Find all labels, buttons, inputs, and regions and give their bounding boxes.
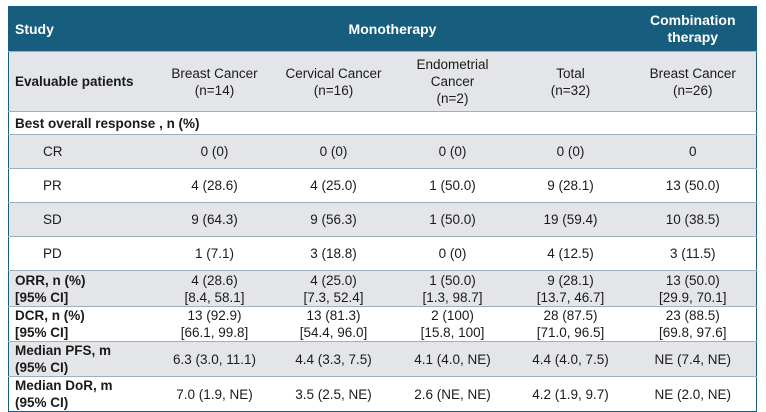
metric-cell: 2 (100) [15.8, 100] — [393, 306, 512, 342]
response-label: PR — [8, 168, 156, 203]
metric-cell: 2.6 (NE, NE) — [393, 376, 512, 412]
response-cell: 4 (12.5) — [511, 236, 630, 271]
metric-row: Median PFS, m (95% CI) 6.3 (3.0, 11.1) 4.4 … — [8, 341, 757, 377]
evaluable-cell: Total (n=32) — [511, 51, 630, 112]
response-cell: 10 (38.5) — [629, 202, 757, 237]
response-label: PD — [8, 236, 156, 271]
response-row: PR 4 (28.6) 4 (25.0) 1 (50.0) 9 (28.1) 13 (50… — [8, 168, 757, 203]
monotherapy-header: Monotherapy — [155, 6, 630, 52]
response-cell: 0 (0) — [511, 134, 630, 169]
response-cell: 0 — [629, 134, 757, 169]
response-row: SD 9 (64.3) 9 (56.3) 1 (50.0) 19 (59.4) 10 (3… — [8, 202, 757, 237]
metric-label: Median DoR, m (95% CI) — [8, 376, 156, 412]
metric-label: Median PFS, m (95% CI) — [8, 341, 156, 377]
metric-cell: 9 (28.1) [13.7, 46.7] — [511, 270, 630, 307]
metric-cell: 6.3 (3.0, 11.1) — [155, 341, 274, 377]
metric-cell: 4.2 (1.9, 9.7) — [511, 376, 630, 412]
response-cell: 13 (50.0) — [629, 168, 757, 203]
metric-cell: 4.4 (3.3, 7.5) — [273, 341, 394, 377]
metric-cell: 4 (28.6) [8.4, 58.1] — [155, 270, 274, 307]
metric-cell: 23 (88.5) [69.8, 97.6] — [629, 306, 757, 342]
metric-cell: 1 (50.0) [1.3, 98.7] — [393, 270, 512, 307]
response-cell: 4 (25.0) — [273, 168, 394, 203]
response-cell: 19 (59.4) — [511, 202, 630, 237]
metric-cell: 13 (50.0) [29.9, 70.1] — [629, 270, 757, 307]
evaluable-cell: Cervical Cancer (n=16) — [273, 51, 394, 112]
response-cell: 3 (18.8) — [273, 236, 394, 271]
metric-cell: 4 (25.0) [7.3, 52.4] — [273, 270, 394, 307]
evaluable-cell: Endometrial Cancer (n=2) — [393, 51, 512, 112]
metric-cell: 28 (87.5) [71.0, 96.5] — [511, 306, 630, 342]
response-row: CR 0 (0) 0 (0) 0 (0) 0 (0) 0 — [8, 134, 757, 169]
response-cell: 1 (7.1) — [155, 236, 274, 271]
results-table: Study Monotherapy Combination therapy Eva… — [8, 6, 757, 412]
header-row: Study Monotherapy Combination therapy — [8, 6, 757, 52]
best-overall-row: Best overall response , n (%) — [8, 111, 757, 135]
evaluable-cell: Breast Cancer (n=14) — [155, 51, 274, 112]
response-cell: 0 (0) — [273, 134, 394, 169]
study-header: Study — [8, 6, 156, 52]
metric-cell: 4.4 (4.0, 7.5) — [511, 341, 630, 377]
response-cell: 9 (56.3) — [273, 202, 394, 237]
response-cell: 0 (0) — [155, 134, 274, 169]
metric-cell: 3.5 (2.5, NE) — [273, 376, 394, 412]
evaluable-row: Evaluable patients Breast Cancer (n=14) Ce… — [8, 51, 757, 112]
response-cell: 3 (11.5) — [629, 236, 757, 271]
metric-cell: 7.0 (1.9, NE) — [155, 376, 274, 412]
evaluable-cell: Breast Cancer (n=26) — [629, 51, 757, 112]
metric-label: ORR, n (%) [95% CI] — [8, 270, 156, 307]
metric-row: Median DoR, m (95% CI) 7.0 (1.9, NE) 3.5 (2… — [8, 376, 757, 412]
response-cell: 0 (0) — [393, 134, 512, 169]
metric-cell: 4.1 (4.0, NE) — [393, 341, 512, 377]
response-cell: 4 (28.6) — [155, 168, 274, 203]
metric-row: DCR, n (%) [95% CI] 13 (92.9) [66.1, 99.8] 1… — [8, 306, 757, 342]
metric-cell: NE (7.4, NE) — [629, 341, 757, 377]
metric-row: ORR, n (%) [95% CI] 4 (28.6) [8.4, 58.1] 4 (… — [8, 270, 757, 307]
metric-label: DCR, n (%) [95% CI] — [8, 306, 156, 342]
response-cell: 0 (0) — [393, 236, 512, 271]
metric-cell: 13 (81.3) [54.4, 96.0] — [273, 306, 394, 342]
response-cell: 1 (50.0) — [393, 202, 512, 237]
response-label: SD — [8, 202, 156, 237]
evaluable-label: Evaluable patients — [8, 51, 156, 112]
response-label: CR — [8, 134, 156, 169]
response-cell: 1 (50.0) — [393, 168, 512, 203]
response-cell: 9 (28.1) — [511, 168, 630, 203]
response-cell: 9 (64.3) — [155, 202, 274, 237]
response-row: PD 1 (7.1) 3 (18.8) 0 (0) 4 (12.5) 3 (11.5) — [8, 236, 757, 271]
combination-header: Combination therapy — [629, 6, 757, 52]
metric-cell: 13 (92.9) [66.1, 99.8] — [155, 306, 274, 342]
best-overall-label: Best overall response , n (%) — [8, 111, 757, 135]
metric-cell: NE (2.0, NE) — [629, 376, 757, 412]
